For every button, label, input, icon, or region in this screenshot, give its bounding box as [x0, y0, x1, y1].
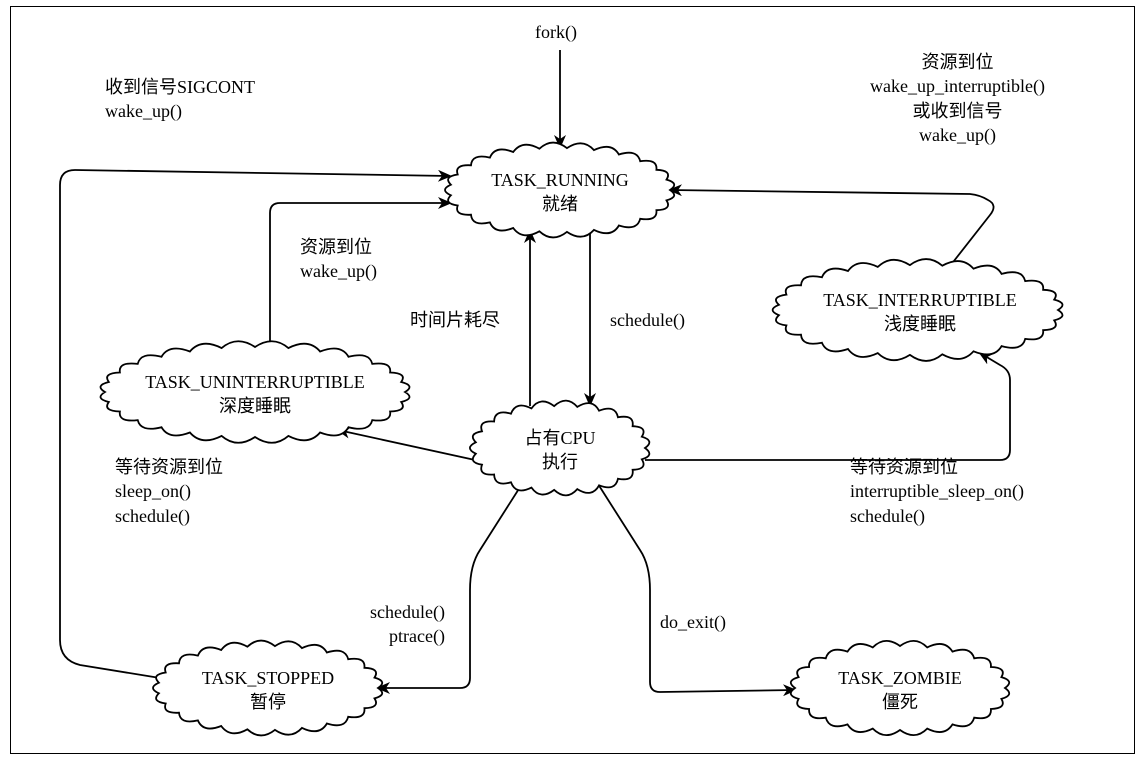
label-sigcont-l2: wake_up() — [105, 99, 255, 123]
node-uninterruptible: TASK_UNINTERRUPTIBLE 深度睡眠 — [110, 370, 400, 419]
node-unint-l2: 深度睡眠 — [110, 394, 400, 418]
label-stop: schedule() ptrace() — [370, 600, 445, 649]
label-wait-unint-l3: schedule() — [115, 504, 223, 528]
label-res-wakeup-l2: wake_up() — [300, 259, 377, 283]
node-int-l2: 浅度睡眠 — [790, 312, 1050, 336]
label-stop-l1: schedule() — [370, 600, 445, 624]
node-running-l1: TASK_RUNNING — [460, 168, 660, 192]
label-wait-int: 等待资源到位 interruptible_sleep_on() schedule… — [850, 455, 1024, 528]
label-doexit: do_exit() — [660, 610, 726, 634]
node-running-l2: 就绪 — [460, 192, 660, 216]
label-wait-int-l3: schedule() — [850, 504, 1024, 528]
label-schedule: schedule() — [610, 308, 685, 332]
label-wait-int-l1: 等待资源到位 — [850, 455, 1024, 479]
label-fork: fork() — [535, 20, 577, 44]
label-stop-l2: ptrace() — [370, 624, 445, 648]
label-res-wakeup: 资源到位 wake_up() — [300, 235, 377, 284]
label-wait-unint-l1: 等待资源到位 — [115, 455, 223, 479]
node-interruptible: TASK_INTERRUPTIBLE 浅度睡眠 — [790, 288, 1050, 337]
label-wait-unint: 等待资源到位 sleep_on() schedule() — [115, 455, 223, 528]
node-zombie-l1: TASK_ZOMBIE — [800, 666, 1000, 690]
node-cpu: 占有CPU 执行 — [480, 426, 640, 475]
label-sigcont: 收到信号SIGCONT wake_up() — [105, 75, 255, 124]
label-int-top: 资源到位 wake_up_interruptible() 或收到信号 wake_… — [870, 50, 1045, 147]
node-stopped: TASK_STOPPED 暂停 — [168, 666, 368, 715]
node-unint-l1: TASK_UNINTERRUPTIBLE — [110, 370, 400, 394]
label-wait-int-l2: interruptible_sleep_on() — [850, 479, 1024, 503]
label-sigcont-l1: 收到信号SIGCONT — [105, 75, 255, 99]
label-int-top-l2: wake_up_interruptible() — [870, 74, 1045, 98]
label-timeslice: 时间片耗尽 — [410, 308, 500, 332]
node-zombie-l2: 僵死 — [800, 690, 1000, 714]
node-int-l1: TASK_INTERRUPTIBLE — [790, 288, 1050, 312]
node-stopped-l2: 暂停 — [168, 690, 368, 714]
label-int-top-l3: 或收到信号 — [870, 99, 1045, 123]
label-wait-unint-l2: sleep_on() — [115, 479, 223, 503]
node-cpu-l2: 执行 — [480, 450, 640, 474]
label-int-top-l4: wake_up() — [870, 123, 1045, 147]
node-stopped-l1: TASK_STOPPED — [168, 666, 368, 690]
node-zombie: TASK_ZOMBIE 僵死 — [800, 666, 1000, 715]
label-res-wakeup-l1: 资源到位 — [300, 235, 377, 259]
label-int-top-l1: 资源到位 — [870, 50, 1045, 74]
node-cpu-l1: 占有CPU — [480, 426, 640, 450]
node-running: TASK_RUNNING 就绪 — [460, 168, 660, 217]
